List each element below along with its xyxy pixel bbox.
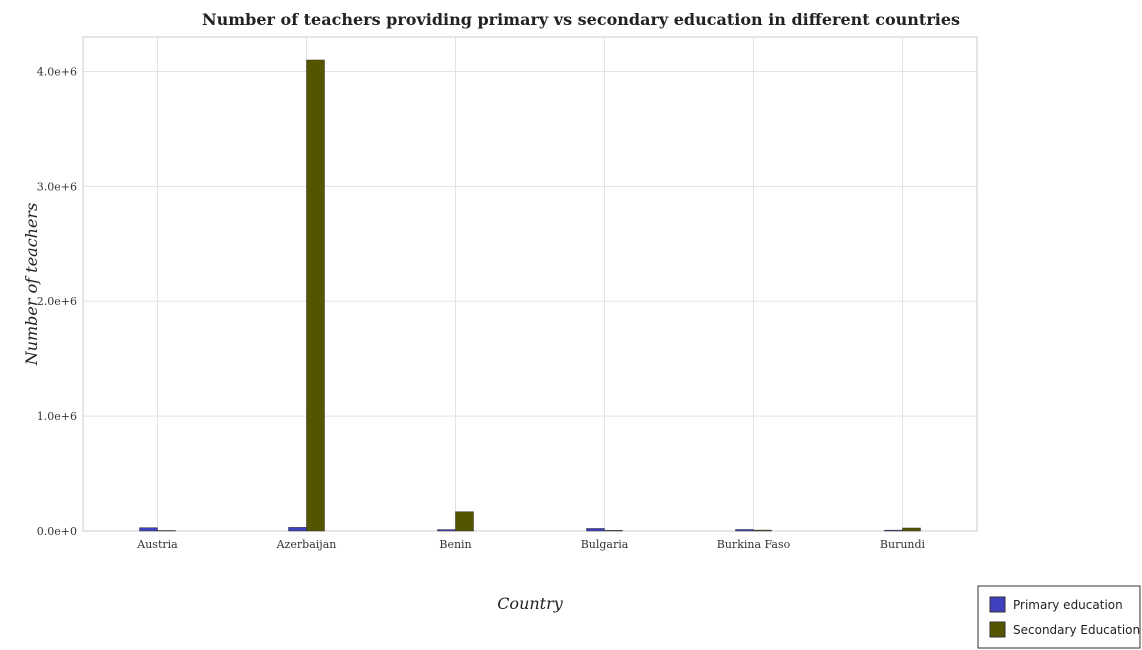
x-tick-label: Austria xyxy=(136,538,178,551)
bar-secondary-burkina-faso xyxy=(753,529,772,532)
y-tick-label: 3.0e+6 xyxy=(37,180,77,193)
y-axis: 0.0e+0 1.0e+6 2.0e+6 3.0e+6 4.0e+6 xyxy=(37,65,77,538)
legend-box xyxy=(977,585,1141,649)
grid xyxy=(83,37,977,532)
bars xyxy=(139,59,921,532)
bar-secondary-austria xyxy=(157,530,176,532)
legend-swatch-primary xyxy=(989,596,1006,613)
x-tick-label: Burundi xyxy=(880,538,926,551)
legend-label-primary: Primary education xyxy=(1013,598,1123,612)
x-axis-title: Country xyxy=(497,594,564,613)
bar-secondary-bulgaria xyxy=(604,530,623,532)
x-tick-label: Azerbaijan xyxy=(276,538,337,551)
legend-label-secondary: Secondary Education xyxy=(1013,623,1140,637)
bar-primary-azerbaijan xyxy=(288,527,307,532)
bar-secondary-benin xyxy=(455,511,474,532)
legend-swatch-secondary xyxy=(989,621,1006,638)
x-tick-label: Benin xyxy=(439,538,471,551)
y-tick-label: 4.0e+6 xyxy=(37,65,77,78)
bar-primary-burundi xyxy=(884,529,903,532)
bar-primary-bulgaria xyxy=(586,528,605,532)
bar-primary-benin xyxy=(437,529,456,532)
bar-secondary-azerbaijan xyxy=(306,59,325,532)
bar-primary-austria xyxy=(139,527,158,532)
x-axis: Austria Azerbaijan Benin Bulgaria Burkina Fa… xyxy=(136,538,925,551)
bar-secondary-burundi xyxy=(902,527,921,532)
x-tick-label: Bulgaria xyxy=(581,538,629,551)
plot-frame xyxy=(82,36,978,532)
y-tick-label: 0.0e+0 xyxy=(37,525,77,538)
y-tick-label: 2.0e+6 xyxy=(37,295,77,308)
y-axis-title: Number of teachers xyxy=(22,203,41,367)
bar-primary-burkina-faso xyxy=(735,529,754,532)
y-tick-label: 1.0e+6 xyxy=(37,410,77,423)
legend: Primary education Secondary Education xyxy=(977,585,1141,649)
chart-title: Number of teachers providing primary vs … xyxy=(202,10,960,29)
x-tick-label: Burkina Faso xyxy=(717,538,791,551)
